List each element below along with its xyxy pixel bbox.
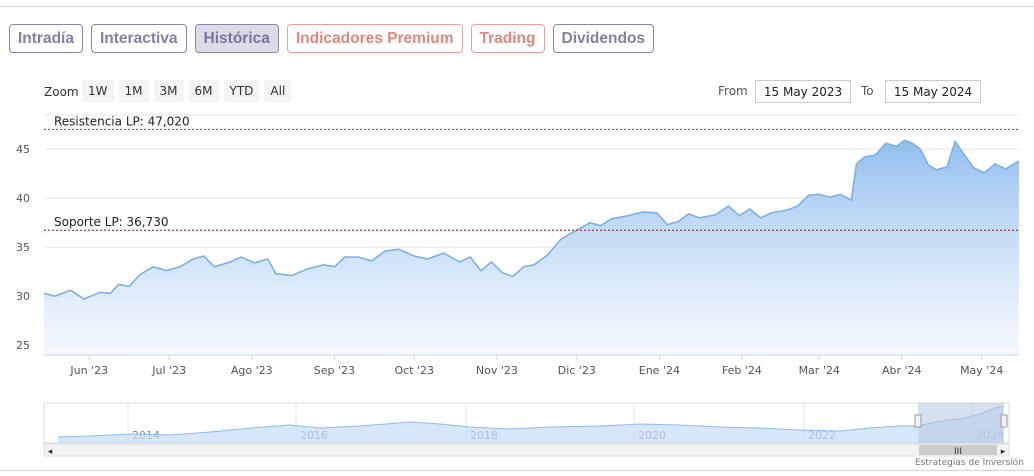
tab-trading[interactable]: Trading [470, 24, 545, 53]
navigator-left-handle [914, 414, 922, 428]
zoom-1m-button[interactable]: 1M [118, 80, 149, 102]
navigator-right-handle [1000, 414, 1008, 428]
tab-intradia[interactable]: Intradía [9, 24, 83, 53]
tab-dividendos[interactable]: Dividendos [552, 24, 655, 53]
tab-historica[interactable]: Histórica [194, 24, 279, 53]
range-to-input[interactable] [885, 80, 981, 103]
range-from-label: From [718, 84, 748, 98]
y-tick-label: 30 [16, 290, 30, 303]
top-divider [0, 6, 1034, 7]
price-line [43, 139, 1020, 301]
x-tick-label: Jun '23 [69, 364, 108, 377]
range-from-input[interactable] [755, 80, 851, 103]
x-tick-label: Jul '23 [151, 364, 186, 377]
x-tick-label: Oct '23 [395, 364, 435, 377]
zoom-ytd-button[interactable]: YTD [223, 80, 260, 102]
x-tick-label: Dic '23 [558, 364, 596, 377]
support-label: Soporte LP: 36,730 [54, 215, 169, 229]
tab-indicadores-premium[interactable]: Indicadores Premium [286, 24, 463, 53]
resistance-label: Resistencia LP: 47,020 [54, 114, 190, 128]
x-tick-label: May '24 [960, 364, 1003, 377]
price-area [44, 140, 1019, 355]
zoom-6m-button[interactable]: 6M [188, 80, 219, 102]
y-tick-label: 25 [16, 339, 30, 352]
price-chart: 25 30 35 40 45 Resistencia LP: 47,020 Soporte … [16, 114, 1020, 457]
x-tick-label: Abr '24 [882, 364, 922, 377]
navigator-selection [918, 403, 1004, 443]
scrollbar-track [43, 443, 1010, 457]
zoom-label: Zoom [44, 85, 79, 99]
x-tick-label: Feb '24 [722, 364, 762, 377]
scrollbar-grip: III [954, 447, 962, 457]
scrollbar-thumb [919, 445, 997, 455]
chart-credit: Estrategias de Inversión [915, 458, 1024, 468]
x-tick-label: Mar '24 [799, 364, 840, 377]
zoom-1w-button[interactable]: 1W [82, 80, 114, 102]
x-tick-label: Ago '23 [231, 364, 273, 377]
scroll-right-arrow: ▸ [1001, 447, 1006, 457]
zoom-buttons: 1W 1M 3M 6M YTD All [82, 80, 292, 102]
y-tick-label: 45 [16, 143, 30, 156]
y-tick-label: 35 [16, 241, 30, 254]
bottom-divider [0, 470, 1034, 471]
zoom-all-button[interactable]: All [264, 80, 292, 102]
view-tabs: Intradía Interactiva Histórica Indicador… [9, 24, 655, 53]
y-tick-label: 40 [16, 192, 30, 205]
zoom-3m-button[interactable]: 3M [153, 80, 184, 102]
x-tick-label: Ene '24 [639, 364, 680, 377]
x-tick-label: Nov '23 [476, 364, 518, 377]
range-to-label: To [861, 84, 874, 98]
navigator-area [58, 406, 1003, 443]
tab-interactiva[interactable]: Interactiva [90, 24, 187, 53]
x-tick-label: Sep '23 [314, 364, 355, 377]
scroll-left-arrow: ◂ [48, 447, 53, 457]
